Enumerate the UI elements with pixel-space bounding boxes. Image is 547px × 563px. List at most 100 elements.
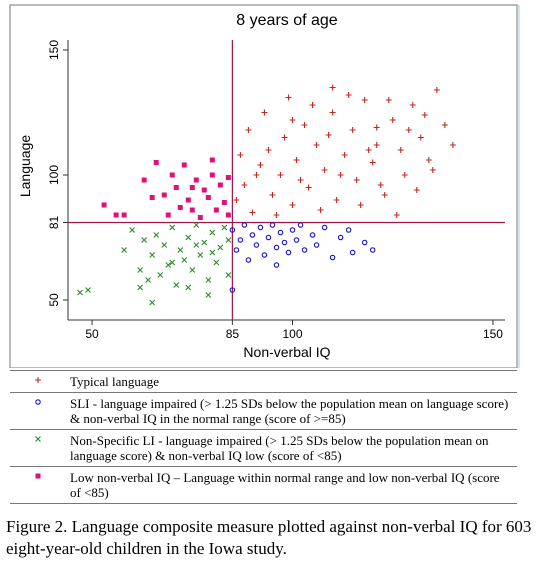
- plus-point: [321, 167, 328, 173]
- circle-point: [273, 244, 280, 251]
- y-tick-label: 150: [47, 40, 61, 60]
- square-point: [197, 215, 203, 220]
- square-point: [189, 207, 195, 213]
- y-tick-label: 50: [47, 293, 61, 307]
- cross-point: [205, 292, 212, 298]
- cross-point: [145, 277, 152, 283]
- cross-point: [161, 242, 168, 248]
- x-tick-label: 100: [282, 327, 302, 341]
- square-point: [113, 212, 119, 218]
- plus-point: [285, 94, 292, 101]
- square-point: [225, 212, 231, 218]
- cross-point: [185, 284, 192, 291]
- circle-point: [237, 237, 244, 243]
- plus-point: [449, 142, 456, 148]
- square-point: [173, 185, 179, 190]
- cross-point: [225, 272, 232, 278]
- legend-row: SLI - language impaired (> 1.25 SDs belo…: [10, 392, 517, 430]
- square-point: [35, 473, 41, 479]
- square-point: [221, 200, 227, 205]
- plus-point: [309, 102, 316, 108]
- circle-point: [249, 232, 256, 238]
- plus-point: [261, 109, 268, 116]
- cross-point: [225, 237, 232, 243]
- cross-point: [153, 232, 160, 238]
- circle-point: [297, 222, 304, 228]
- y-tick-label: 81: [47, 216, 61, 230]
- y-axis-label: Language: [17, 135, 33, 198]
- cross-point: [77, 289, 83, 296]
- cross-point: [201, 239, 208, 246]
- plus-point: [241, 182, 248, 188]
- legend: Typical language SLI - language impaired …: [10, 370, 517, 504]
- plus-point: [253, 172, 260, 178]
- plus-point: [265, 147, 272, 153]
- plus-point: [373, 142, 380, 148]
- plus-point: [417, 134, 424, 141]
- cross-point: [221, 224, 228, 231]
- circle-point: [233, 247, 240, 253]
- square-point: [121, 212, 127, 218]
- square-point: [213, 207, 219, 213]
- square-point: [149, 195, 155, 200]
- plus-point: [365, 147, 372, 153]
- chart-frame: [9, 4, 518, 368]
- cross-point: [209, 229, 216, 236]
- circle-point: [273, 262, 280, 268]
- cross-point: [217, 244, 224, 251]
- circle-point: [277, 229, 284, 236]
- plus-point: [293, 157, 300, 163]
- plus-point: [361, 97, 368, 103]
- plus-point: [329, 84, 336, 91]
- plus-point: [249, 209, 256, 216]
- plus-point: [341, 152, 348, 158]
- legend-marker: [35, 399, 41, 405]
- plus-point: [389, 117, 396, 123]
- plus-point: [277, 172, 284, 178]
- cross-point: [185, 234, 192, 241]
- plus-point: [297, 177, 304, 183]
- x-axis-label: Non-verbal IQ: [243, 344, 330, 360]
- plus-point: [421, 112, 428, 118]
- plus-point: [233, 197, 240, 203]
- cross-point: [137, 284, 144, 291]
- square-point: [225, 175, 231, 180]
- circle-point: [245, 257, 252, 263]
- cross-point: [169, 259, 176, 266]
- chart-title: 8 years of age: [236, 12, 338, 29]
- plus-point: [289, 117, 296, 123]
- legend-marker: [35, 436, 41, 442]
- cross-point: [177, 247, 184, 253]
- cross-point: [213, 259, 220, 266]
- plus-point: [409, 102, 416, 108]
- caption: Figure 2. Language composite measure plo…: [6, 517, 532, 558]
- x-tick-label: 50: [85, 327, 99, 341]
- cross-point: [165, 262, 172, 268]
- square-point: [181, 162, 187, 168]
- circle-point: [261, 252, 268, 258]
- cross-point: [129, 227, 136, 233]
- legend-row: Low non-verbal IQ – Language within norm…: [10, 466, 517, 504]
- square-point: [189, 185, 195, 190]
- x-tick-label: 150: [483, 327, 503, 341]
- square-point: [153, 160, 159, 165]
- cross-point: [149, 299, 156, 306]
- plus-point: [405, 127, 412, 133]
- plus-point: [357, 202, 364, 208]
- plus-point: [413, 187, 420, 193]
- cross-point: [141, 237, 148, 243]
- plus-point: [397, 147, 404, 153]
- square-point: [177, 205, 183, 210]
- plus-point: [317, 207, 324, 213]
- plus-point: [337, 172, 344, 178]
- circle-point: [361, 239, 368, 246]
- cross-point: [189, 267, 196, 273]
- circle-point: [345, 227, 352, 233]
- legend-marker-cell: [10, 466, 66, 504]
- square-point: [169, 172, 175, 178]
- legend-marker: [35, 377, 41, 383]
- circle-point: [229, 287, 236, 293]
- circle-point: [321, 224, 328, 231]
- plus-point: [273, 212, 280, 218]
